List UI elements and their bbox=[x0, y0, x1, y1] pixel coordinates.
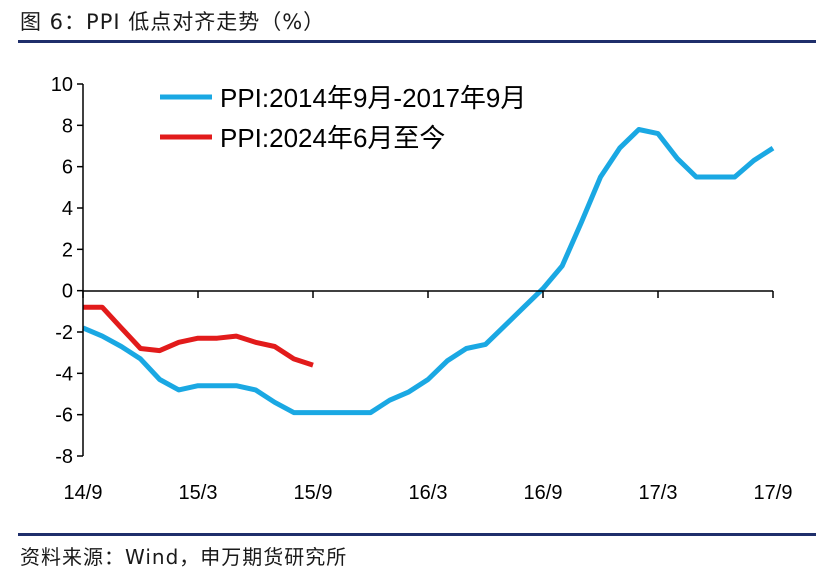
y-tick-label: -8 bbox=[55, 446, 73, 468]
title-divider bbox=[18, 40, 816, 43]
x-tick-label: 16/3 bbox=[409, 482, 448, 504]
footer-divider bbox=[18, 533, 816, 536]
x-tick-label: 16/9 bbox=[524, 482, 563, 504]
page-title: 图 6：PPI 低点对齐走势（%） bbox=[20, 10, 326, 34]
source-note: 资料来源：Wind，申万期货研究所 bbox=[20, 545, 348, 569]
y-tick-label: -4 bbox=[55, 363, 73, 385]
y-tick-label: 0 bbox=[62, 281, 73, 303]
legend: PPI:2014年9月-2017年9月 PPI:2024年6月至今 bbox=[160, 83, 526, 153]
x-tick-label: 17/9 bbox=[754, 482, 793, 504]
y-tick-label: 2 bbox=[62, 239, 73, 261]
series-line-2 bbox=[83, 304, 314, 368]
x-tick-label: 15/3 bbox=[179, 482, 218, 504]
y-tick-label: 6 bbox=[62, 157, 73, 179]
legend-label-2: PPI:2024年6月至今 bbox=[220, 123, 445, 153]
y-tick-label: 10 bbox=[51, 74, 73, 96]
plot-lines bbox=[82, 127, 775, 416]
y-tick-label: -2 bbox=[55, 322, 73, 344]
y-tick-label: -6 bbox=[55, 405, 73, 427]
chart: 10 8 6 4 2 0 -2 -4 -6 -8 14/9 15/3 15/9 16/3 16/9 17/3… bbox=[51, 74, 793, 504]
series-line-1 bbox=[82, 127, 775, 416]
x-axis: 14/9 15/3 15/9 16/3 16/9 17/3 17/9 bbox=[64, 290, 793, 504]
x-tick-label: 15/9 bbox=[294, 482, 333, 504]
y-tick-label: 4 bbox=[62, 198, 73, 220]
y-axis: 10 8 6 4 2 0 -2 -4 -6 -8 bbox=[51, 74, 84, 468]
x-tick-label: 17/3 bbox=[639, 482, 678, 504]
legend-label-1: PPI:2014年9月-2017年9月 bbox=[220, 83, 526, 113]
x-tick-label: 14/9 bbox=[64, 482, 103, 504]
y-tick-label: 8 bbox=[62, 115, 73, 137]
